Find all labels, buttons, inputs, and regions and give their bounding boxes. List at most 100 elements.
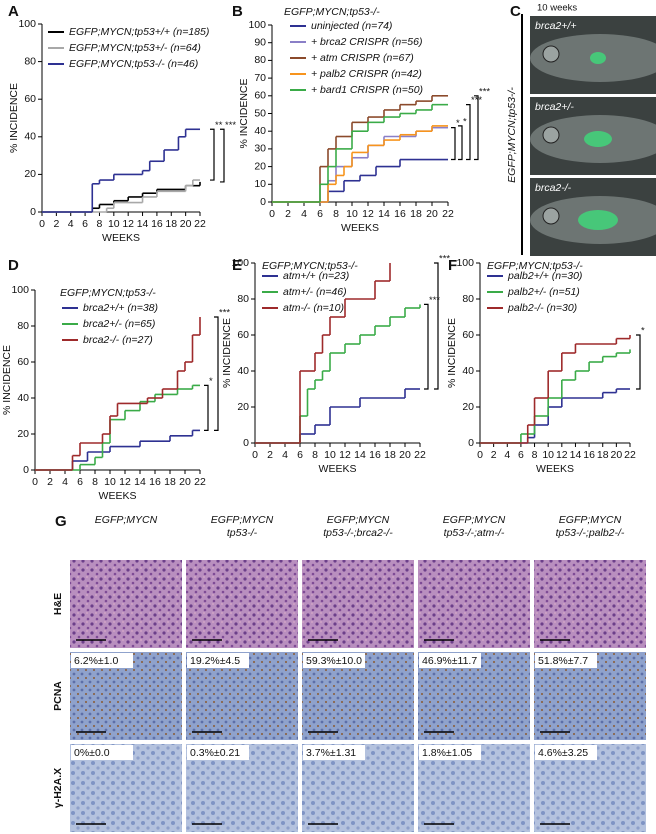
y-tick-label: 80 [17, 320, 29, 332]
y-axis-label: % INCIDENCE [1, 345, 13, 415]
image-label: brca2+/+ [535, 20, 576, 32]
significance-label: ** [215, 120, 223, 131]
value-box [71, 745, 133, 760]
legend-label: palb2+/+ (n=30) [507, 270, 582, 282]
significance-label: * [209, 376, 213, 387]
x-tick-label: 4 [301, 208, 307, 220]
legend-label: + palb2 CRISPR (n=42) [311, 68, 422, 80]
y-tick-label: 20 [237, 401, 249, 413]
legend-label: brca2+/- (n=65) [83, 318, 155, 330]
x-axis-label: WEEKS [99, 490, 137, 502]
significance-label: *** [219, 308, 230, 319]
micrograph [534, 560, 646, 648]
x-tick-label: 8 [92, 476, 98, 488]
quantification: 51.8%±7.7 [538, 655, 588, 667]
x-tick-label: 8 [312, 449, 318, 461]
value-box [187, 745, 249, 760]
significance-label: *** [429, 295, 440, 306]
legend-label: EGFP;MYCN;tp53+/- (n=64) [69, 42, 201, 54]
x-tick-label: 20 [399, 449, 411, 461]
legend-label: atm-/- (n=10) [283, 302, 344, 314]
y-tick-label: 80 [237, 293, 249, 305]
y-tick-label: 40 [17, 392, 29, 404]
x-tick-label: 16 [151, 218, 163, 230]
legend-label: EGFP;MYCN;tp53-/- (n=46) [69, 58, 198, 70]
column-header: tp53-/-;brca2-/- [323, 527, 393, 539]
value-box [535, 745, 597, 760]
legend-label: + brca2 CRISPR (n=56) [311, 36, 422, 48]
x-tick-label: 20 [180, 218, 192, 230]
x-tick-label: 6 [317, 208, 323, 220]
fish-eye [542, 45, 560, 63]
y-tick-label: 0 [30, 206, 36, 218]
y-tick-label: 100 [18, 18, 36, 30]
x-axis-label: WEEKS [341, 222, 379, 234]
significance-bracket [434, 262, 439, 390]
significance-bracket [474, 95, 479, 161]
x-tick-label: 12 [119, 476, 131, 488]
x-tick-label: 4 [62, 476, 68, 488]
legend-label: palb2+/- (n=51) [507, 286, 580, 298]
significance-bracket [220, 128, 225, 183]
x-tick-label: 4 [282, 449, 288, 461]
x-tick-label: 4 [504, 449, 510, 461]
legend-title: EGFP;MYCN;tp53-/- [262, 260, 358, 272]
quantification: 4.6%±3.25 [538, 747, 588, 759]
significance-bracket [636, 334, 641, 390]
legend-label: EGFP;MYCN;tp53+/+ (n=185) [69, 26, 209, 38]
quantification: 6.2%±1.0 [74, 655, 118, 667]
y-axis-label: % INCIDENCE [8, 83, 20, 153]
quantification: 46.9%±11.7 [422, 655, 477, 667]
row-label: γ-H2A.X [52, 768, 64, 808]
significance-bracket [214, 316, 219, 431]
significance-bracket [458, 125, 463, 161]
micrograph [302, 560, 414, 648]
y-tick-label: 0 [243, 437, 249, 449]
quantification: 3.7%±1.31 [306, 747, 356, 759]
x-tick-label: 20 [611, 449, 623, 461]
y-tick-label: 20 [17, 428, 29, 440]
x-tick-label: 2 [491, 449, 497, 461]
panel-label: B [232, 3, 243, 20]
x-tick-label: 18 [164, 476, 176, 488]
column-header: tp53-/-;palb2-/- [556, 527, 625, 539]
y-tick-label: 40 [462, 365, 474, 377]
micrograph [186, 560, 298, 648]
y-tick-label: 50 [254, 107, 266, 119]
legend-label: atm+/+ (n=23) [283, 270, 349, 282]
y-tick-label: 80 [24, 55, 36, 67]
x-tick-label: 6 [518, 449, 524, 461]
x-tick-label: 2 [47, 476, 53, 488]
y-tick-label: 100 [456, 257, 474, 269]
y-tick-label: 30 [254, 143, 266, 155]
x-tick-label: 14 [570, 449, 582, 461]
y-tick-label: 70 [254, 72, 266, 84]
value-box [419, 653, 481, 668]
x-tick-label: 2 [53, 218, 59, 230]
x-tick-label: 14 [137, 218, 149, 230]
y-tick-label: 20 [254, 160, 266, 172]
x-tick-label: 20 [426, 208, 438, 220]
column-header: EGFP;MYCN [443, 514, 506, 526]
x-tick-label: 0 [269, 208, 275, 220]
y-tick-label: 100 [248, 19, 266, 31]
value-box [535, 653, 597, 668]
quantification: 1.8%±1.05 [422, 747, 472, 759]
y-tick-label: 100 [11, 284, 29, 296]
x-tick-label: 6 [297, 449, 303, 461]
x-tick-label: 12 [339, 449, 351, 461]
significance-label: *** [479, 86, 490, 97]
legend-label: + atm CRISPR (n=67) [311, 52, 414, 64]
y-tick-label: 0 [468, 437, 474, 449]
y-tick-label: 90 [254, 36, 266, 48]
y-axis-label: % INCIDENCE [446, 318, 458, 388]
significance-bracket [424, 303, 429, 390]
image-label: brca2+/- [535, 101, 574, 113]
y-axis-label: % INCIDENCE [221, 318, 233, 388]
quantification: 19.2%±4.5 [190, 655, 240, 667]
y-tick-label: 20 [462, 401, 474, 413]
x-tick-label: 0 [477, 449, 483, 461]
image-label: brca2-/- [535, 182, 572, 194]
panel-label: F [448, 257, 457, 274]
